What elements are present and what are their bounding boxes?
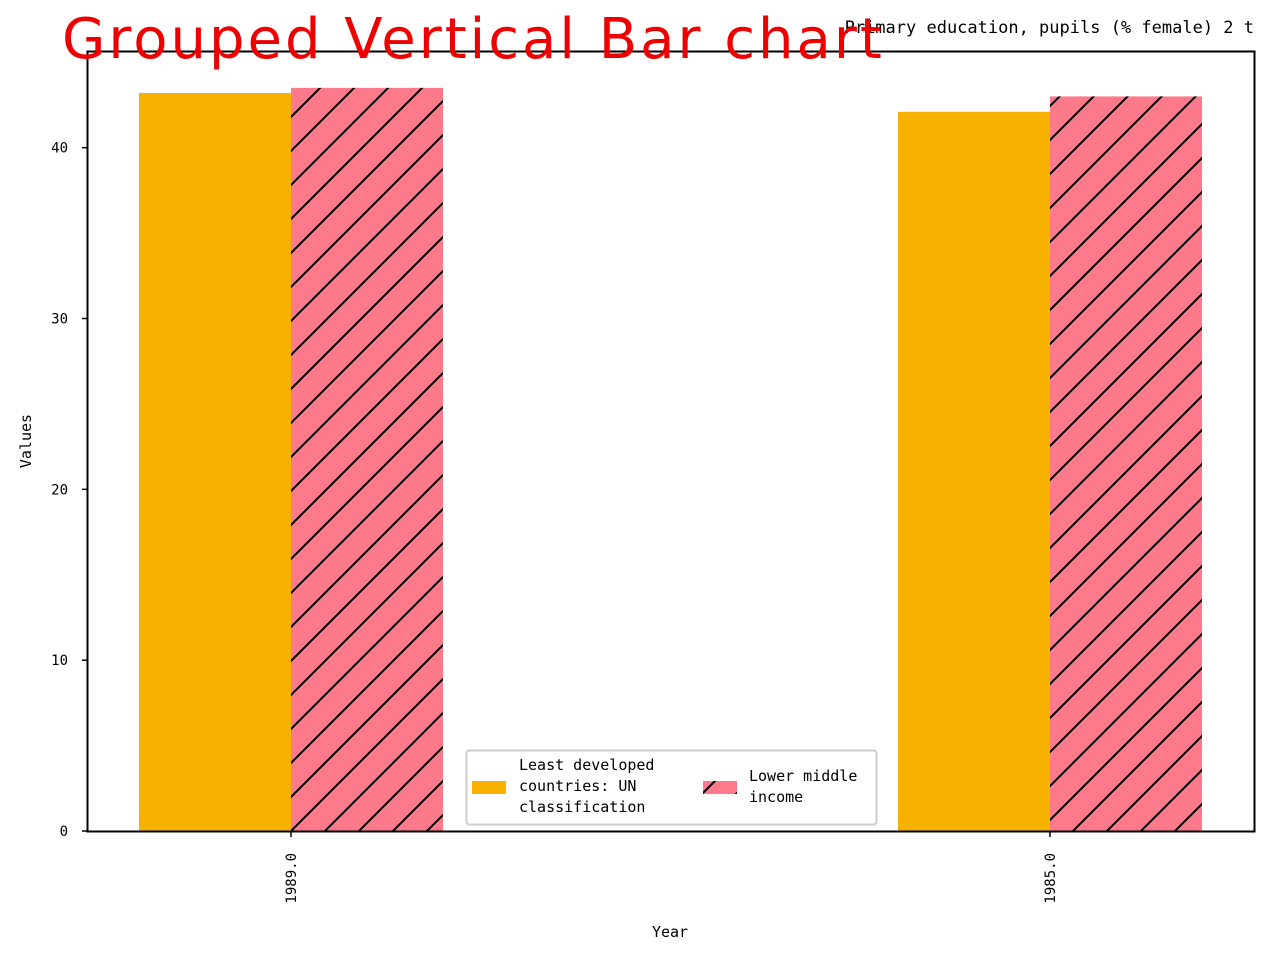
y-axis-label: Values [17,414,35,468]
y-tick-label: 10 [51,653,68,669]
y-tick-label: 40 [51,141,68,157]
legend-label: Lower middle income [749,767,857,806]
x-axis-label: Year [652,923,688,941]
legend-swatch [472,781,506,794]
bar-hatch [291,87,443,831]
y-axis: 0 10 20 30 40 [51,141,88,840]
chart-title: Primary education, pupils (% female) 2 t [845,18,1254,38]
bars-layer [139,87,1202,831]
legend-label: Least developed countries: UN classificati… [519,756,654,816]
x-tick-label: 1985.0 [1043,853,1059,904]
y-tick-label: 30 [51,312,68,328]
x-tick-label: 1989.0 [284,853,300,904]
bar [898,111,1050,831]
y-tick-label: 20 [51,482,68,498]
bar-hatch [1050,96,1202,831]
y-tick-label: 0 [60,824,68,840]
plot-frame [86,50,1256,833]
legend-swatch-hatch [703,781,737,794]
legend: Least developed countries: UN classificati… [465,749,878,826]
x-axis: 1989.0 1985.0 [284,831,1059,904]
overlay-title: Grouped Vertical Bar chart [62,7,885,72]
legend-box [465,749,878,826]
bar [139,93,291,831]
